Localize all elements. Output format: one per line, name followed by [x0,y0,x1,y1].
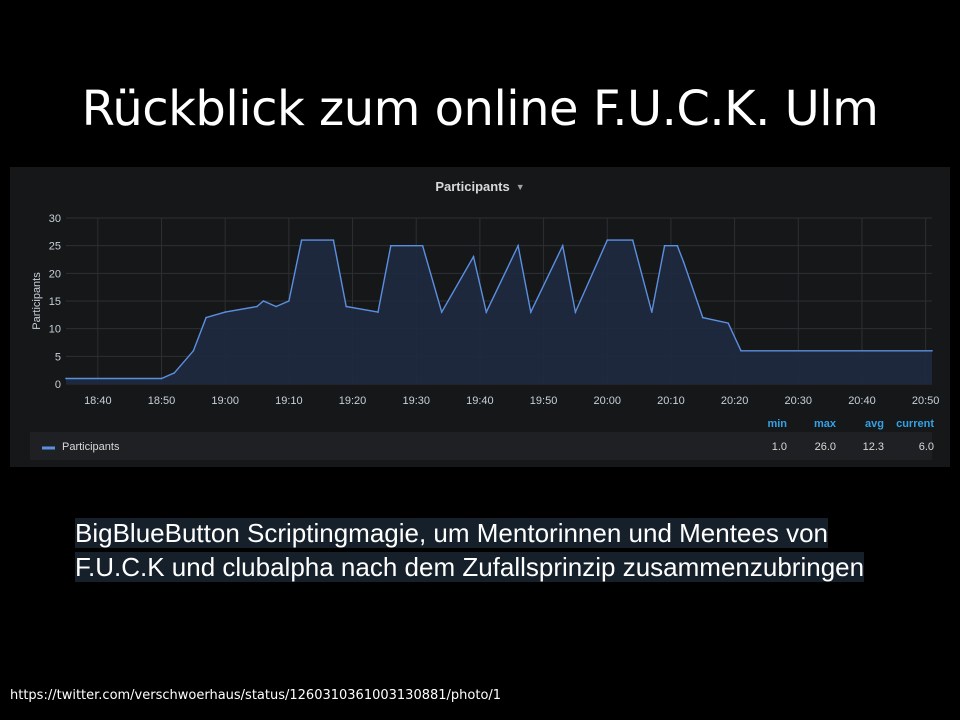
data-point [631,239,634,241]
data-point [676,244,679,247]
data-point [440,311,443,313]
legend-row-bg [30,432,932,460]
data-point [740,350,742,352]
series-layer [65,239,933,384]
slide-title: Rückblick zum online F.U.C.K. Ulm [81,81,879,137]
y-tick-label: 25 [49,241,61,253]
legend-value-avg: 12.3 [863,441,884,453]
y-tick-label: 15 [49,296,61,308]
data-point [651,311,653,313]
x-tick-label: 19:50 [530,395,558,407]
y-tick-label: 0 [55,379,61,391]
data-point [262,300,265,302]
series-area [66,240,932,384]
slide-caption: BigBlueButton Scriptingmagie, um Mentori… [75,516,915,584]
x-tick-label: 18:50 [148,395,176,407]
x-tick-label: 20:30 [785,395,813,407]
data-point [224,311,226,313]
data-point [472,255,475,258]
data-point [663,244,666,247]
data-point [530,311,532,313]
legend-stat-header: avg [865,418,884,430]
data-point [332,239,335,241]
tick-layer: 0 5 10 15 20 25 30 18:40 18:50 19:00 19:10 19:20 19:… [31,213,939,407]
data-point [931,350,933,352]
source-url[interactable]: https://twitter.com/verschwoerhaus/statu… [10,688,502,703]
caret-down-icon[interactable]: ▼ [515,182,525,192]
y-tick-label: 30 [49,213,61,225]
legend-stat-header: current [896,418,934,430]
legend-series-name: Participants [62,441,120,453]
data-point [701,316,704,319]
data-point [389,244,392,247]
y-tick-label: 5 [55,351,61,363]
y-tick-label: 10 [49,324,61,336]
x-tick-label: 20:10 [657,395,685,407]
legend-value-max: 26.0 [815,441,836,453]
data-point [485,311,488,313]
legend-stat-header: max [814,418,837,430]
data-point [561,244,564,247]
x-tick-label: 18:40 [84,395,112,407]
x-tick-label: 19:40 [466,395,494,407]
data-point [682,261,685,264]
data-point [727,322,730,324]
x-tick-label: 20:00 [593,395,621,407]
data-point [574,311,577,313]
y-axis-label: Participants [31,272,43,330]
data-point [300,239,303,241]
x-tick-label: 20:20 [721,395,749,407]
x-tick-label: 20:50 [912,395,940,407]
legend-value-min: 1.0 [772,441,787,453]
x-tick-label: 19:00 [211,395,239,407]
data-point [192,350,195,352]
data-point [517,244,519,247]
x-tick-label: 19:20 [339,395,367,407]
panel-title[interactable]: Participants [435,179,510,194]
legend-value-current: 6.0 [919,441,934,453]
panel-header[interactable]: Participants ▼ [0,176,960,199]
data-point [606,239,609,241]
data-point [256,305,258,308]
caption-text: BigBlueButton Scriptingmagie, um Mentori… [75,518,865,582]
data-point [377,311,379,313]
data-point [173,372,176,374]
data-point [421,244,424,247]
legend-layer: min max avg current Participants 1.0 26.0 12.3 6… [30,418,934,460]
legend-stat-header: min [767,418,787,430]
y-tick-label: 20 [49,268,61,280]
data-point [275,305,277,308]
data-point [160,377,163,380]
data-point [288,300,290,302]
x-tick-label: 20:40 [848,395,876,407]
data-point [65,377,67,380]
x-tick-label: 19:30 [402,395,430,407]
data-point [345,305,347,308]
x-tick-label: 19:10 [275,395,303,407]
data-point [205,316,207,319]
